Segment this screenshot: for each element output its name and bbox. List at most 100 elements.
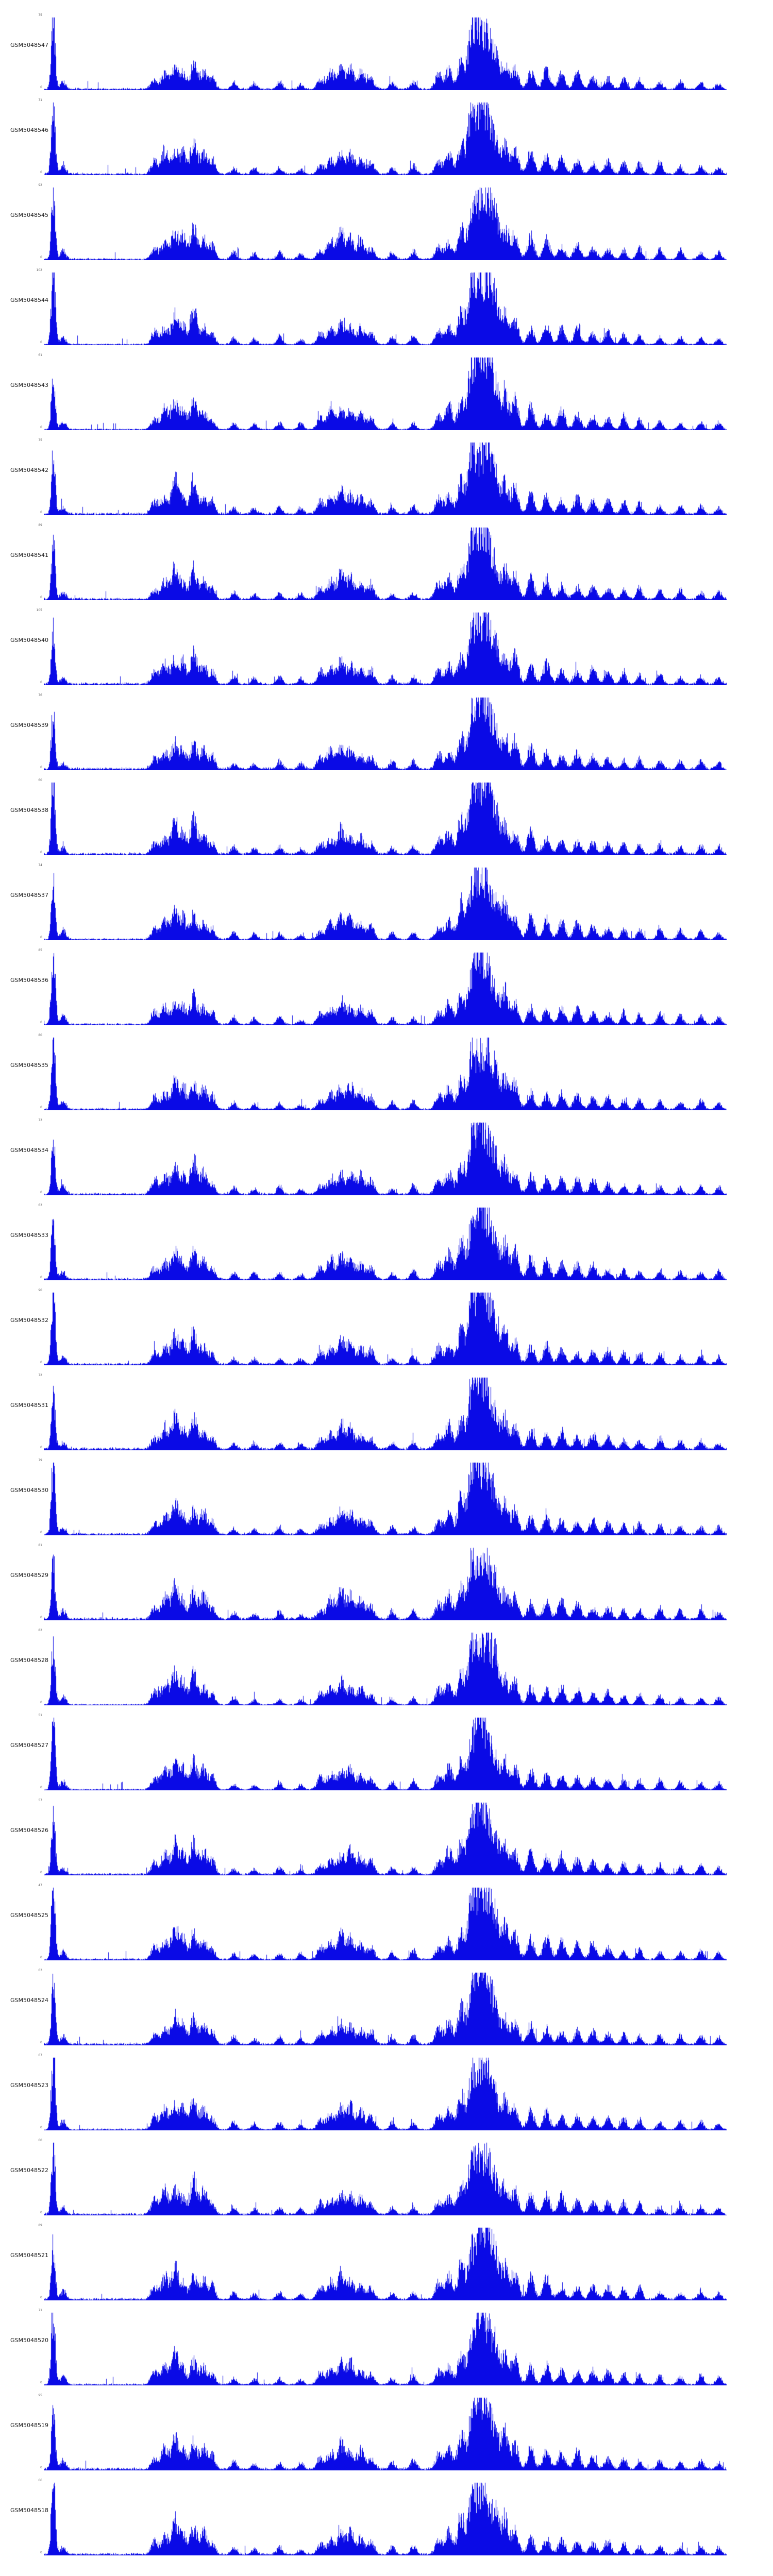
track-ymax-label: 61: [38, 353, 42, 357]
signal-track-row: GSM5048519 95 0: [0, 2393, 773, 2478]
signal-track-row: GSM5048542 75 0: [0, 438, 773, 523]
track-ymax-label: 92: [38, 183, 42, 187]
track-yzero-label: 0: [40, 2296, 42, 2299]
signal-track-row: GSM5048533 63 0: [0, 1203, 773, 1288]
signal-histogram: [44, 863, 727, 940]
track-ymax-label: 60: [38, 2139, 42, 2142]
track-yzero-label: 0: [40, 1701, 42, 1704]
track-yzero-label: 0: [40, 256, 42, 259]
signal-track-row: GSM5048537 74 0: [0, 863, 773, 948]
signal-track-row: GSM5048543 61 0: [0, 353, 773, 438]
signal-histogram: [44, 1458, 727, 1535]
track-yzero-label: 0: [40, 2041, 42, 2044]
track-ymax-label: 102: [36, 268, 42, 272]
signal-track-row: GSM5048527 51 0: [0, 1713, 773, 1798]
track-yzero-label: 0: [40, 681, 42, 684]
track-yzero-label: 0: [40, 1616, 42, 1619]
signal-track-row: GSM5048546 71 0: [0, 98, 773, 183]
track-sample-label: GSM5048525: [10, 1912, 48, 1919]
track-ymax-label: 89: [38, 523, 42, 527]
track-ymax-label: 60: [38, 778, 42, 782]
track-ymax-label: 76: [38, 693, 42, 697]
track-yzero-label: 0: [40, 171, 42, 174]
track-yzero-label: 0: [40, 1786, 42, 1789]
track-yzero-label: 0: [40, 1021, 42, 1024]
track-yzero-label: 0: [40, 851, 42, 854]
track-ymax-label: 105: [36, 608, 42, 612]
track-ymax-label: 67: [38, 2054, 42, 2057]
track-ymax-label: 51: [38, 1714, 42, 1717]
track-sample-label: GSM5048547: [10, 42, 48, 48]
track-sample-label: GSM5048530: [10, 1487, 48, 1494]
track-yzero-label: 0: [40, 2466, 42, 2469]
track-sample-label: GSM5048526: [10, 1827, 48, 1834]
track-ymax-label: 73: [38, 1118, 42, 1122]
signal-histogram: [44, 1118, 727, 1195]
signal-histogram: [44, 183, 727, 260]
track-sample-label: GSM5048542: [10, 467, 48, 473]
track-ymax-label: 75: [38, 438, 42, 442]
signal-track-row: GSM5048520 71 0: [0, 2308, 773, 2393]
track-yzero-label: 0: [40, 1276, 42, 1279]
track-yzero-label: 0: [40, 341, 42, 344]
track-yzero-label: 0: [40, 1871, 42, 1874]
signal-histogram: [44, 13, 727, 90]
signal-histogram: [44, 1373, 727, 1450]
signal-track-row: GSM5048525 47 0: [0, 1883, 773, 1968]
signal-histogram: [44, 2223, 727, 2300]
track-sample-label: GSM5048529: [10, 1572, 48, 1579]
track-sample-label: GSM5048546: [10, 127, 48, 133]
signal-track-row: GSM5048522 60 0: [0, 2138, 773, 2223]
track-sample-label: GSM5048538: [10, 807, 48, 814]
signal-track-row: GSM5048544 102 0: [0, 268, 773, 353]
track-sample-label: GSM5048518: [10, 2507, 48, 2514]
track-sample-label: GSM5048541: [10, 552, 48, 558]
track-sample-label: GSM5048539: [10, 722, 48, 728]
signal-histogram: [44, 1288, 727, 1365]
track-ymax-label: 71: [38, 2309, 42, 2312]
track-sample-label: GSM5048540: [10, 637, 48, 643]
signal-track-row: GSM5048518 66 0: [0, 2478, 773, 2563]
track-sample-label: GSM5048533: [10, 1232, 48, 1239]
signal-histogram: [44, 1543, 727, 1620]
track-ymax-label: 63: [38, 1204, 42, 1207]
signal-histogram: [44, 523, 727, 600]
signal-histogram: [44, 1968, 727, 2045]
signal-track-row: GSM5048536 85 0: [0, 948, 773, 1033]
signal-histogram: [44, 268, 727, 345]
track-yzero-label: 0: [40, 766, 42, 769]
track-yzero-label: 0: [40, 1531, 42, 1534]
track-yzero-label: 0: [40, 1956, 42, 1959]
signal-histogram: [44, 353, 727, 430]
signal-histogram: [44, 1798, 727, 1875]
track-sample-label: GSM5048527: [10, 1742, 48, 1749]
signal-track-row: GSM5048531 72 0: [0, 1373, 773, 1458]
track-yzero-label: 0: [40, 2126, 42, 2129]
track-sample-label: GSM5048532: [10, 1317, 48, 1324]
signal-histogram: [44, 778, 727, 855]
signal-track-row: GSM5048535 80 0: [0, 1033, 773, 1118]
signal-track-row: GSM5048538 60 0: [0, 778, 773, 863]
track-ymax-label: 63: [38, 1969, 42, 1972]
track-sample-label: GSM5048521: [10, 2252, 48, 2259]
signal-histogram: [44, 1713, 727, 1790]
signal-track-row: GSM5048541 89 0: [0, 523, 773, 608]
signal-track-row: GSM5048539 76 0: [0, 693, 773, 778]
signal-track-row: GSM5048540 105 0: [0, 608, 773, 693]
track-yzero-label: 0: [40, 936, 42, 939]
track-ymax-label: 79: [38, 1459, 42, 1462]
track-sample-label: GSM5048522: [10, 2167, 48, 2174]
track-sample-label: GSM5048537: [10, 892, 48, 899]
track-ymax-label: 75: [38, 13, 42, 17]
track-yzero-label: 0: [40, 596, 42, 599]
track-yzero-label: 0: [40, 1446, 42, 1449]
track-ymax-label: 47: [38, 1884, 42, 1887]
signal-histogram: [44, 608, 727, 685]
track-sample-label: GSM5048534: [10, 1147, 48, 1154]
signal-histogram: [44, 1628, 727, 1705]
signal-histogram: [44, 948, 727, 1025]
track-sample-label: GSM5048519: [10, 2422, 48, 2429]
track-yzero-label: 0: [40, 1361, 42, 1364]
track-yzero-label: 0: [40, 2211, 42, 2214]
